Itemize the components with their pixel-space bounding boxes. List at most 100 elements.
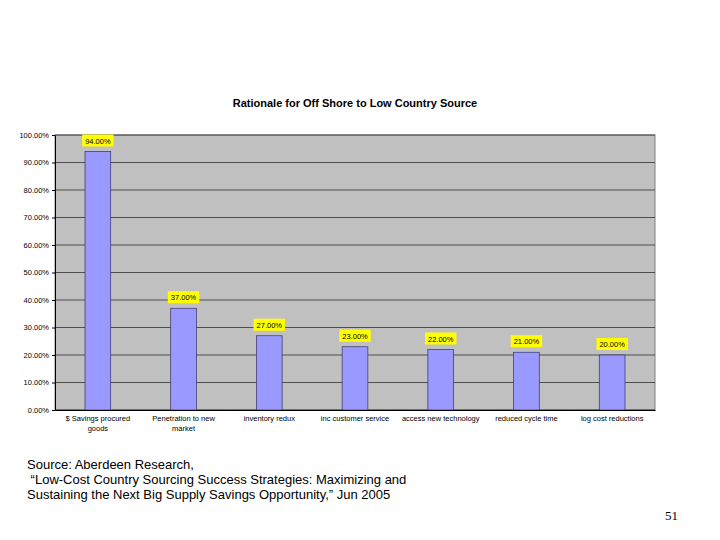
bar: [342, 347, 368, 410]
grid-line: [55, 217, 655, 218]
y-tick-label: 90.00%: [24, 158, 50, 167]
chart: Rationale for Off Shore to Low Country S…: [0, 0, 720, 540]
x-tick-label-line: $ Savings procured: [66, 414, 131, 423]
y-tick: 20.00%: [24, 351, 55, 360]
x-tick-label: reduced cycle time: [495, 414, 558, 423]
y-tick: 40.00%: [24, 296, 55, 305]
data-label: 27.00%: [254, 319, 285, 331]
data-label: 21.00%: [511, 335, 542, 347]
data-label: 94.00%: [82, 135, 113, 147]
y-tick: 90.00%: [24, 158, 55, 167]
x-tick-label-line: reduced cycle time: [495, 414, 558, 423]
y-tick-label: 70.00%: [24, 213, 50, 222]
x-tick-label-line: log cost reductions: [581, 414, 644, 423]
source-note: Sustaining the Next Big Supply Savings O…: [27, 487, 390, 502]
x-tick-label-line: inventory redux: [244, 414, 296, 423]
grid-line: [55, 190, 655, 191]
data-label-text: 22.00%: [428, 335, 454, 344]
x-tick-label: $ Savings procuredgoods: [66, 414, 131, 432]
data-label: 20.00%: [596, 338, 627, 350]
bars: [85, 152, 625, 411]
x-tick: log cost reductions: [581, 414, 644, 423]
y-tick-label: 0.00%: [28, 406, 50, 415]
data-label-text: 20.00%: [599, 340, 625, 349]
bar: [85, 152, 111, 411]
data-label-box: [82, 135, 113, 147]
x-tick-label: access new technology: [402, 414, 480, 423]
grid: [55, 135, 655, 410]
y-tick-label: 60.00%: [24, 241, 50, 250]
x-tick: reduced cycle time: [495, 414, 558, 423]
data-label-box: [168, 291, 199, 303]
y-tick: 80.00%: [24, 186, 55, 195]
x-axis-line: [56, 410, 656, 411]
x-tick: $ Savings procuredgoods: [66, 414, 131, 432]
x-axis: $ Savings procuredgoods Penetration to ne…: [56, 411, 656, 433]
data-label-box: [596, 338, 627, 350]
y-tick-mark: [52, 135, 55, 136]
bar: [514, 352, 540, 410]
y-tick-mark: [52, 273, 55, 274]
data-label-text: 21.00%: [514, 337, 540, 346]
plot-area: [55, 135, 655, 410]
source-note: Source: Aberdeen Research,: [27, 457, 194, 472]
y-axis-line: [55, 136, 56, 411]
x-tick: access new technology: [402, 414, 480, 423]
y-tick-label: 80.00%: [24, 186, 50, 195]
data-label: 37.00%: [168, 291, 199, 303]
grid-line: [55, 327, 655, 328]
y-tick: 100.00%: [19, 131, 55, 140]
data-label-box: [339, 330, 370, 342]
y-tick-label: 100.00%: [19, 131, 49, 140]
bar: [599, 355, 625, 410]
grid-line: [55, 300, 655, 301]
x-tick-label-line: inc customer service: [321, 414, 389, 423]
x-tick-label: inventory redux: [244, 414, 296, 423]
x-tick-label-line: access new technology: [402, 414, 480, 423]
source-note: “Low-Cost Country Sourcing Success Strat…: [27, 472, 406, 487]
y-tick: 0.00%: [28, 406, 55, 415]
grid-line: [55, 245, 655, 246]
y-tick-label: 40.00%: [24, 296, 50, 305]
y-tick-label: 50.00%: [24, 268, 50, 277]
y-tick-mark: [52, 218, 55, 219]
bar: [256, 336, 282, 410]
data-label-box: [425, 333, 456, 345]
bar: [428, 350, 454, 411]
x-tick-label-line: market: [172, 424, 196, 433]
x-tick-label: Penetration to newmarket: [152, 414, 215, 432]
y-tick: 60.00%: [24, 241, 55, 250]
data-label: 23.00%: [339, 330, 370, 342]
data-label-box: [254, 319, 285, 331]
y-tick-label: 10.00%: [24, 378, 50, 387]
y-tick-mark: [52, 355, 55, 356]
data-label-box: [511, 335, 542, 347]
grid-line: [55, 162, 655, 163]
y-tick-mark: [52, 190, 55, 191]
x-tick-label-line: goods: [88, 424, 109, 433]
y-tick: 70.00%: [24, 213, 55, 222]
chart-title: Rationale for Off Shore to Low Country S…: [233, 97, 477, 109]
x-tick: Penetration to newmarket: [152, 414, 215, 432]
data-label-text: 23.00%: [342, 332, 368, 341]
annotations: Source: Aberdeen Research, “Low-Cost Cou…: [27, 457, 678, 523]
y-tick: 10.00%: [24, 378, 55, 387]
data-labels: 94.00% 37.00% 27.00% 23.00% 22.00% 21.00% 20.0…: [82, 135, 628, 351]
x-tick-label-line: Penetration to new: [152, 414, 215, 423]
y-tick-label: 30.00%: [24, 323, 50, 332]
y-tick: 50.00%: [24, 268, 55, 277]
y-tick-label: 20.00%: [24, 351, 50, 360]
page-number: 51: [665, 508, 678, 523]
data-label: 22.00%: [425, 333, 456, 345]
y-tick-mark: [52, 163, 55, 164]
data-label-text: 37.00%: [171, 293, 197, 302]
x-tick-label: log cost reductions: [581, 414, 644, 423]
y-tick-mark: [52, 300, 55, 301]
y-tick-mark: [52, 383, 55, 384]
y-tick-mark: [52, 328, 55, 329]
y-tick-mark: [52, 245, 55, 246]
bar: [171, 308, 197, 410]
grid-line: [55, 272, 655, 273]
data-label-text: 27.00%: [257, 321, 283, 330]
grid-line: [55, 135, 655, 136]
